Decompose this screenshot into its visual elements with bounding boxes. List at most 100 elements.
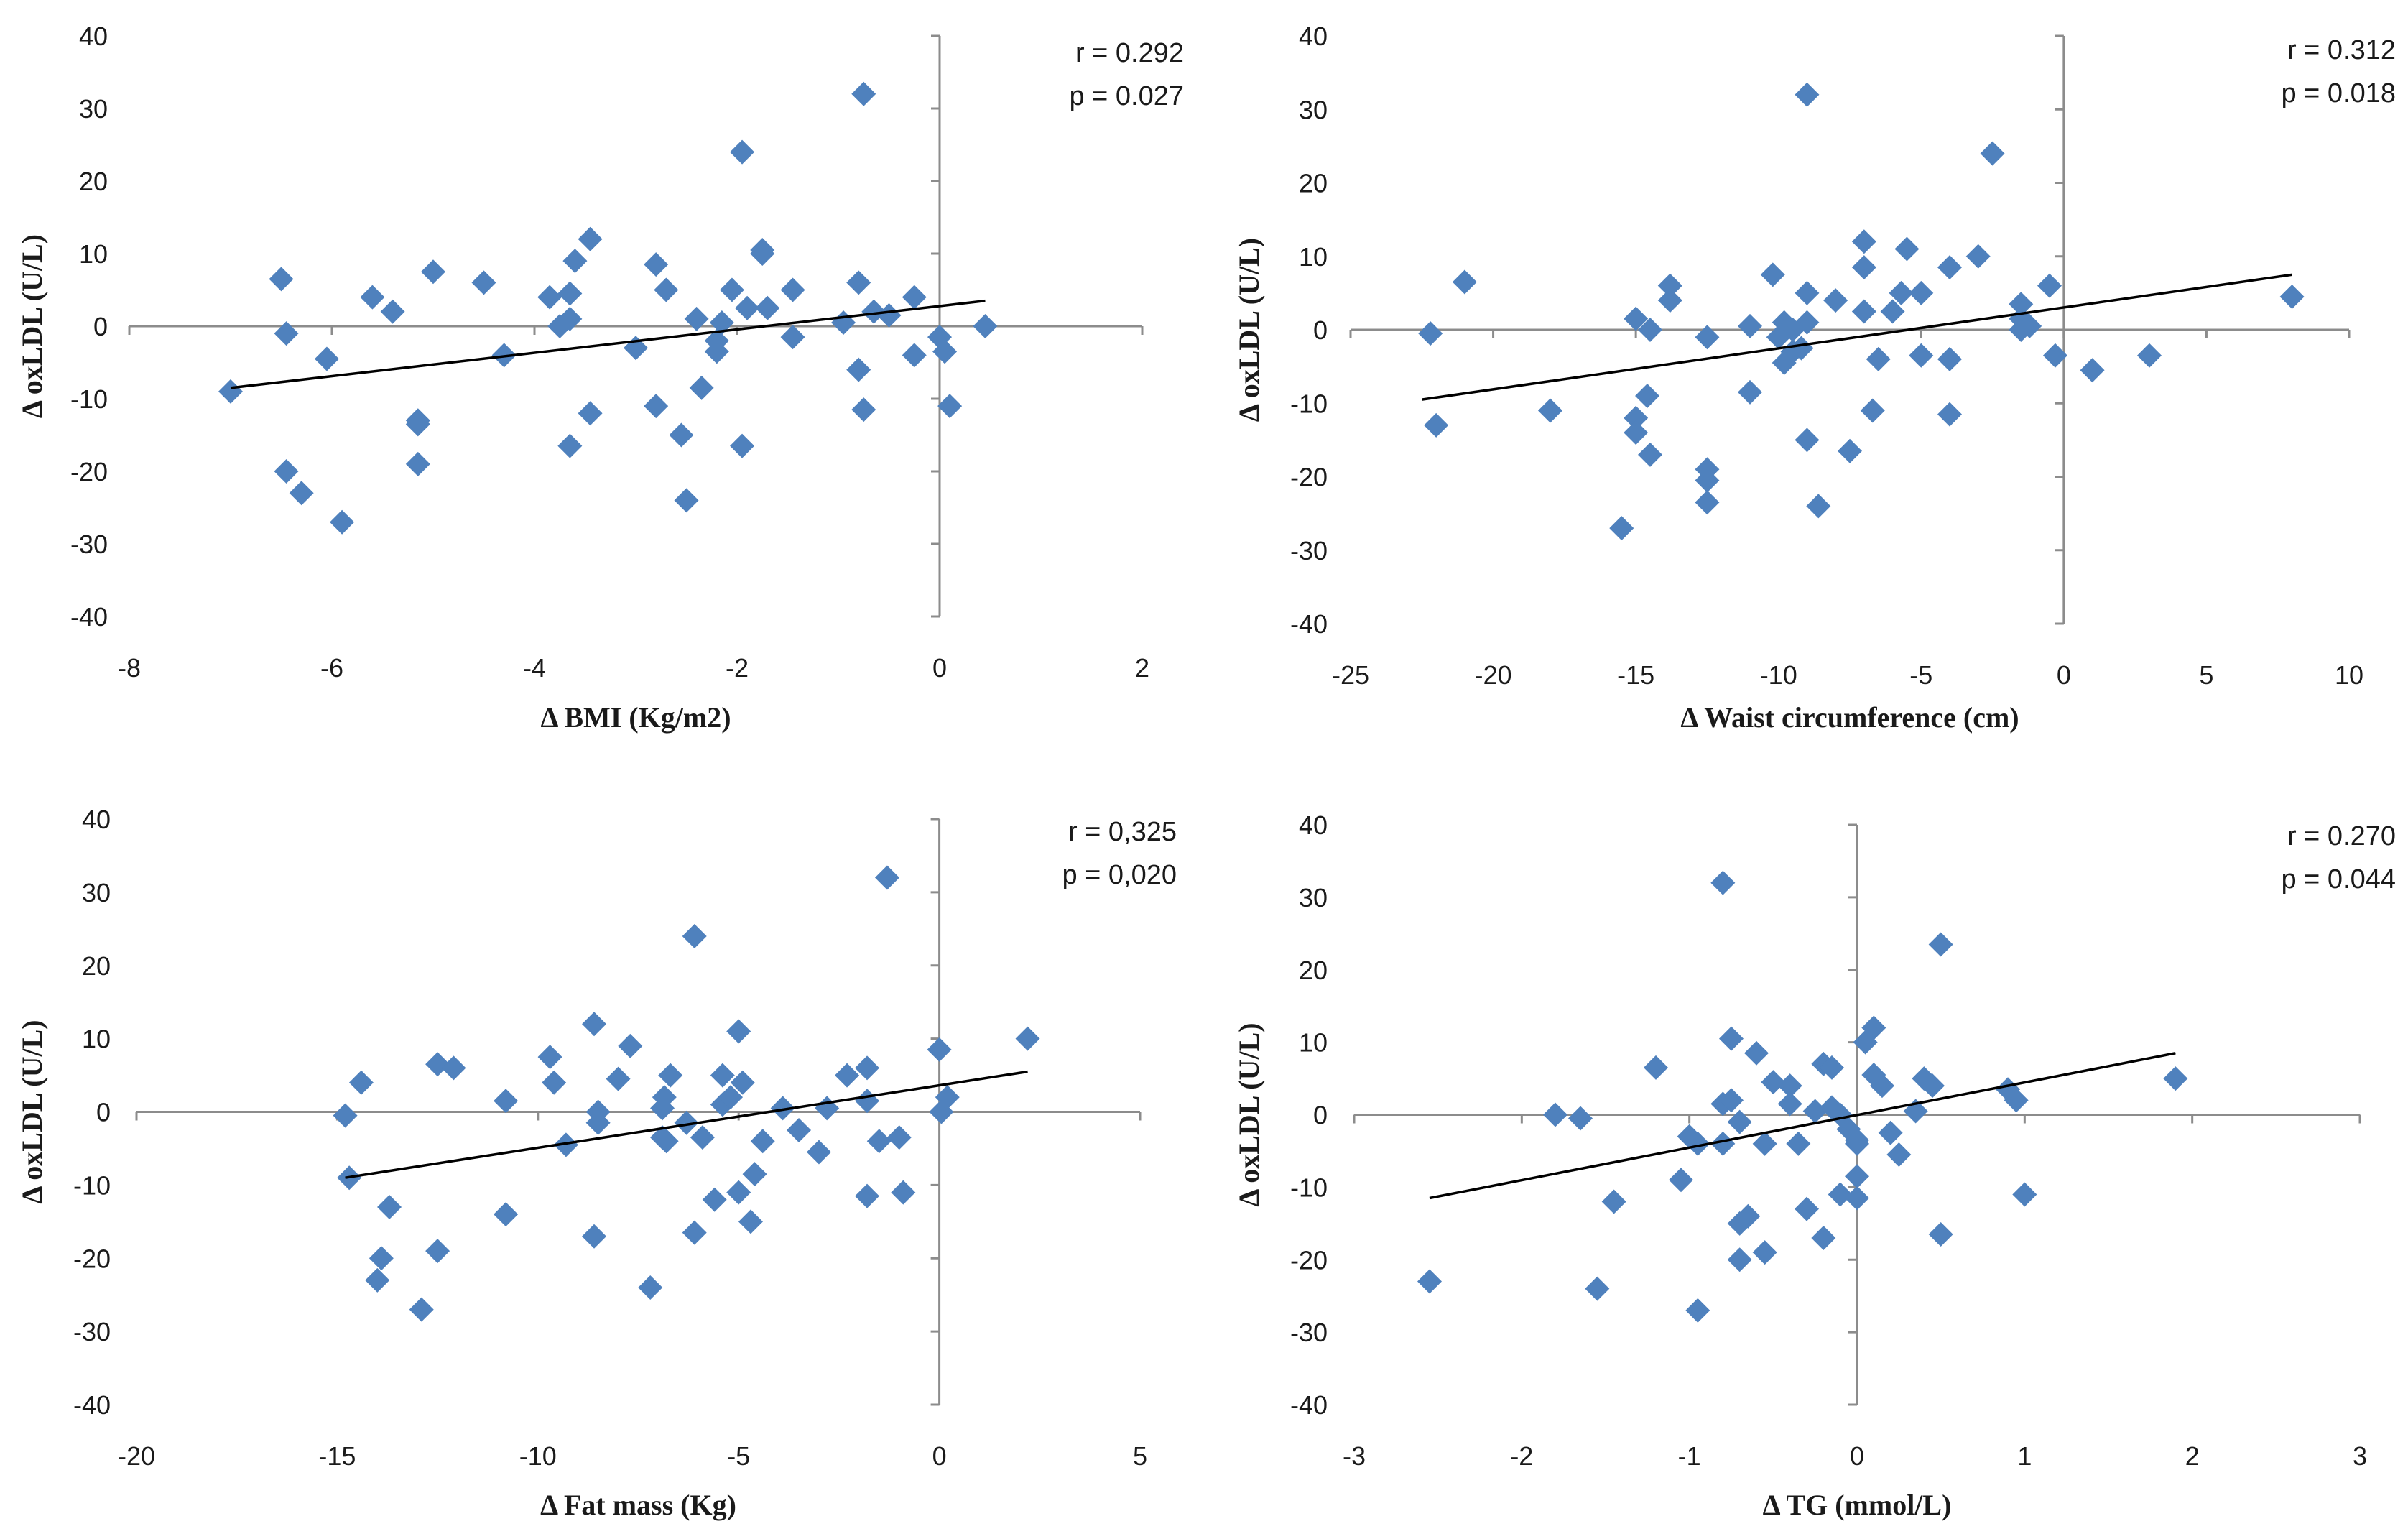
y-tick-label: 10 xyxy=(79,239,108,269)
data-point xyxy=(644,394,669,419)
data-point xyxy=(1624,420,1649,445)
x-tick-label: 5 xyxy=(2199,660,2213,690)
data-point xyxy=(654,277,679,302)
data-point xyxy=(1937,255,1962,280)
data-point xyxy=(421,259,445,285)
x-tick-label: -20 xyxy=(118,1441,155,1471)
data-point xyxy=(405,412,430,437)
data-point xyxy=(1685,1298,1710,1323)
data-point xyxy=(1736,1203,1761,1229)
data-point xyxy=(274,321,299,346)
data-point xyxy=(684,306,709,331)
data-point xyxy=(1786,1131,1811,1156)
x-tick-label: 0 xyxy=(932,1441,947,1471)
x-tick-label: -20 xyxy=(1475,660,1512,690)
p-value: p = 0.044 xyxy=(2281,864,2396,895)
data-point xyxy=(815,1096,840,1121)
y-tick-label: -20 xyxy=(1290,1245,1328,1275)
trend-line xyxy=(345,1070,1028,1179)
data-point xyxy=(1601,1189,1626,1214)
data-point xyxy=(669,422,694,448)
y-tick-label: 20 xyxy=(79,167,108,196)
y-tick-label: 10 xyxy=(1299,242,1328,272)
data-point xyxy=(274,459,299,484)
data-point xyxy=(2004,1088,2029,1113)
y-tick-label: -30 xyxy=(70,530,108,559)
y-tick-label: -30 xyxy=(1290,1318,1328,1347)
data-point xyxy=(742,1162,767,1187)
data-point xyxy=(1695,325,1720,350)
x-axis-title: Δ BMI (Kg/m2) xyxy=(540,701,731,734)
data-point xyxy=(730,139,755,165)
y-tick-label: 0 xyxy=(96,1098,111,1127)
data-point xyxy=(557,306,583,331)
data-point xyxy=(289,481,314,506)
data-point xyxy=(1845,1131,1869,1156)
y-tick-label: -10 xyxy=(73,1170,111,1200)
y-tick-label: 20 xyxy=(1299,169,1328,198)
data-point xyxy=(846,270,871,295)
y-axis-title: Δ oxLDL (U/L) xyxy=(1233,238,1265,422)
data-point xyxy=(582,1012,607,1037)
data-point xyxy=(2163,1066,2188,1091)
data-point xyxy=(1719,1026,1744,1051)
data-point xyxy=(726,1019,751,1044)
data-point xyxy=(1609,516,1634,541)
data-point xyxy=(1845,1186,1869,1211)
data-point xyxy=(1909,280,1934,305)
x-tick-label: -15 xyxy=(318,1441,356,1471)
data-point xyxy=(726,1180,751,1205)
data-point xyxy=(806,1140,831,1165)
y-tick-label: 0 xyxy=(1313,315,1328,345)
data-point xyxy=(1870,1073,1894,1099)
x-tick-label: 0 xyxy=(2057,660,2071,690)
data-point xyxy=(425,1239,450,1264)
correlation-r: r = 0,325 xyxy=(1068,817,1177,847)
data-point xyxy=(1719,1088,1744,1113)
data-point xyxy=(682,924,707,948)
x-tick-label: -8 xyxy=(118,653,141,683)
data-point xyxy=(689,375,714,400)
y-tick-label: -20 xyxy=(1290,463,1328,492)
data-point xyxy=(1894,236,1920,262)
data-point xyxy=(218,379,243,404)
data-point xyxy=(1638,318,1662,342)
data-point xyxy=(1802,1099,1828,1124)
data-point xyxy=(787,1117,812,1142)
y-tick-label: 10 xyxy=(82,1025,111,1054)
data-point xyxy=(690,1125,715,1150)
data-point xyxy=(2037,273,2062,298)
data-point xyxy=(471,270,496,295)
data-point xyxy=(1543,1102,1567,1127)
y-tick-label: 20 xyxy=(1299,956,1328,985)
data-point xyxy=(494,1202,519,1227)
x-tick-label: -5 xyxy=(1909,660,1932,690)
data-point xyxy=(1795,82,1820,107)
data-point xyxy=(1695,468,1720,493)
x-tick-label: 2 xyxy=(1135,653,1149,683)
data-point xyxy=(846,357,871,382)
y-tick-label: 30 xyxy=(1299,95,1328,124)
x-tick-label: 1 xyxy=(2017,1441,2032,1471)
x-tick-label: 10 xyxy=(2335,660,2363,690)
data-point xyxy=(1820,1055,1844,1080)
data-point xyxy=(702,1187,727,1212)
data-point xyxy=(932,339,958,364)
data-point xyxy=(755,295,780,320)
data-point xyxy=(1845,1164,1869,1189)
data-point xyxy=(333,1103,358,1128)
data-point xyxy=(2009,292,2034,317)
x-tick-label: -6 xyxy=(320,653,343,683)
data-point xyxy=(425,1052,450,1077)
data-point xyxy=(935,1085,960,1110)
data-point xyxy=(902,343,927,368)
data-point xyxy=(750,1129,775,1154)
y-axis-title: Δ oxLDL (U/L) xyxy=(16,1020,48,1203)
data-point xyxy=(2137,343,2162,368)
data-point xyxy=(314,346,339,371)
data-point xyxy=(1851,299,1876,324)
x-tick-label: -15 xyxy=(1617,660,1654,690)
data-point xyxy=(1920,1073,1945,1099)
